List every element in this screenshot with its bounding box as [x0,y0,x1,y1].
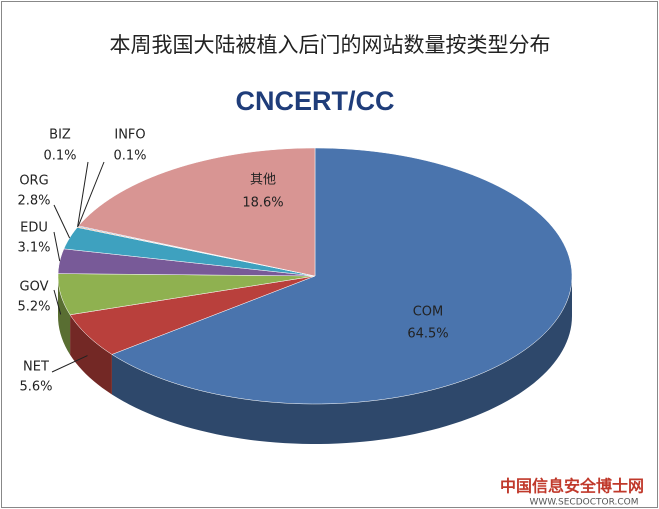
value-label: 18.6% [242,196,283,211]
category-label: COM [413,305,444,320]
category-label: BIZ [49,128,71,143]
slice [111,147,573,405]
category-label: INFO [114,128,145,143]
slice-side [111,276,572,444]
slice [78,147,316,277]
value-label: 3.1% [17,241,50,256]
slice [57,273,316,316]
pie [57,147,573,444]
chart-title: 本周我国大陆被植入后门的网站数量按类型分布 [110,33,551,57]
slice [69,275,316,355]
category-label: 其他 [250,173,276,188]
value-label: 2.8% [17,194,50,209]
value-label: 5.6% [19,380,52,395]
category-label: NET [23,360,49,375]
leader-line [53,231,61,262]
category-label: ORG [19,174,48,189]
slice-side [70,314,112,395]
watermark: 中国信息安全博士网 [500,477,644,496]
leader-line [77,161,105,227]
slice [63,227,316,277]
value-label: 0.1% [113,149,146,164]
leader-line [53,204,71,239]
category-label: GOV [20,280,49,295]
leader-line [53,289,62,315]
value-label: 5.2% [17,300,50,315]
category-label: EDU [20,221,48,236]
watermark-url: WWW.SECDOCTOR.COM [529,498,638,508]
leader-line [77,161,89,228]
logo: CNCERT/CC [236,86,395,116]
value-label: 0.1% [43,149,76,164]
value-label: 64.5% [407,327,448,342]
leader-line [51,355,88,373]
